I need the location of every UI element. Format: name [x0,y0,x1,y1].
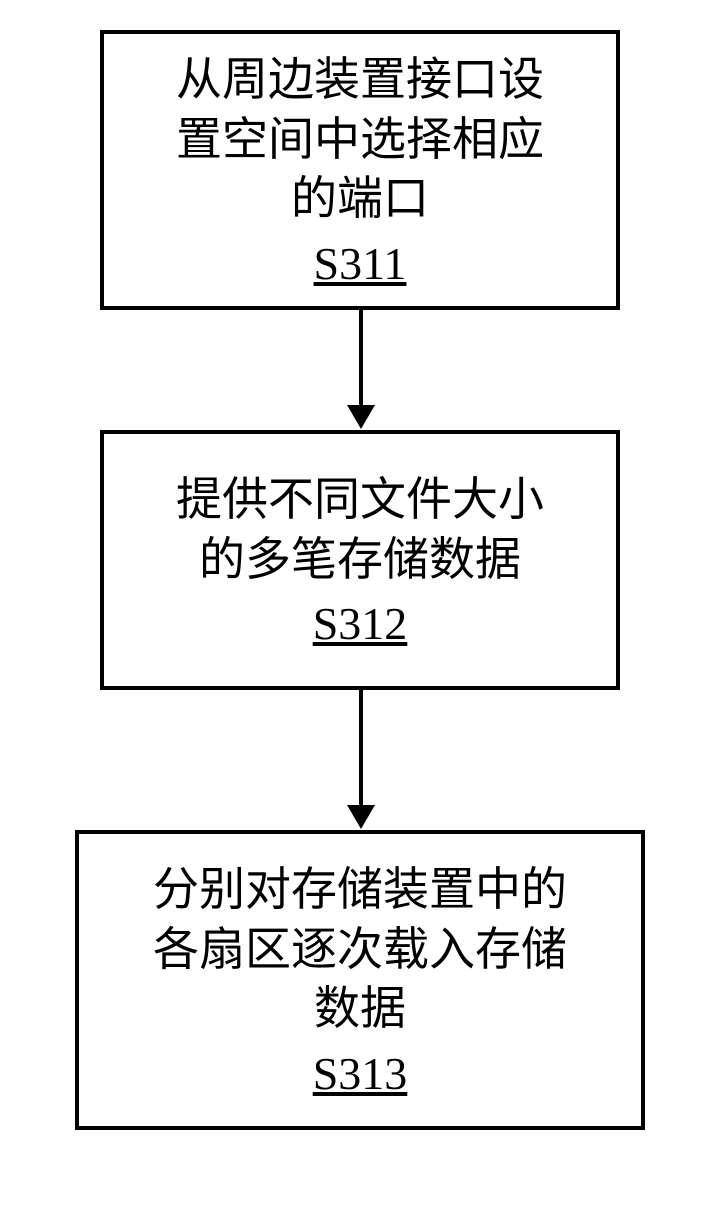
arrow-line [359,690,363,806]
step-label: S313 [313,1047,408,1100]
step-label: S312 [313,597,408,650]
arrow-1 [347,310,375,429]
flowchart-container: 从周边装置接口设 置空间中选择相应 的端口 S311 提供不同文件大小 的多笔存… [0,0,722,1218]
step-label: S311 [314,237,407,290]
flowchart-box-3: 分别对存储装置中的 各扇区逐次载入存储 数据 S313 [75,830,645,1130]
arrow-line [359,310,363,406]
arrow-2 [347,690,375,829]
box-text: 分别对存储装置中的 各扇区逐次载入存储 数据 [153,860,567,1039]
arrow-head-icon [347,805,375,829]
flowchart-box-1: 从周边装置接口设 置空间中选择相应 的端口 S311 [100,30,620,310]
box-text: 从周边装置接口设 置空间中选择相应 的端口 [176,50,544,229]
flowchart-box-2: 提供不同文件大小 的多笔存储数据 S312 [100,430,620,690]
arrow-head-icon [347,405,375,429]
box-text: 提供不同文件大小 的多笔存储数据 [176,470,544,590]
